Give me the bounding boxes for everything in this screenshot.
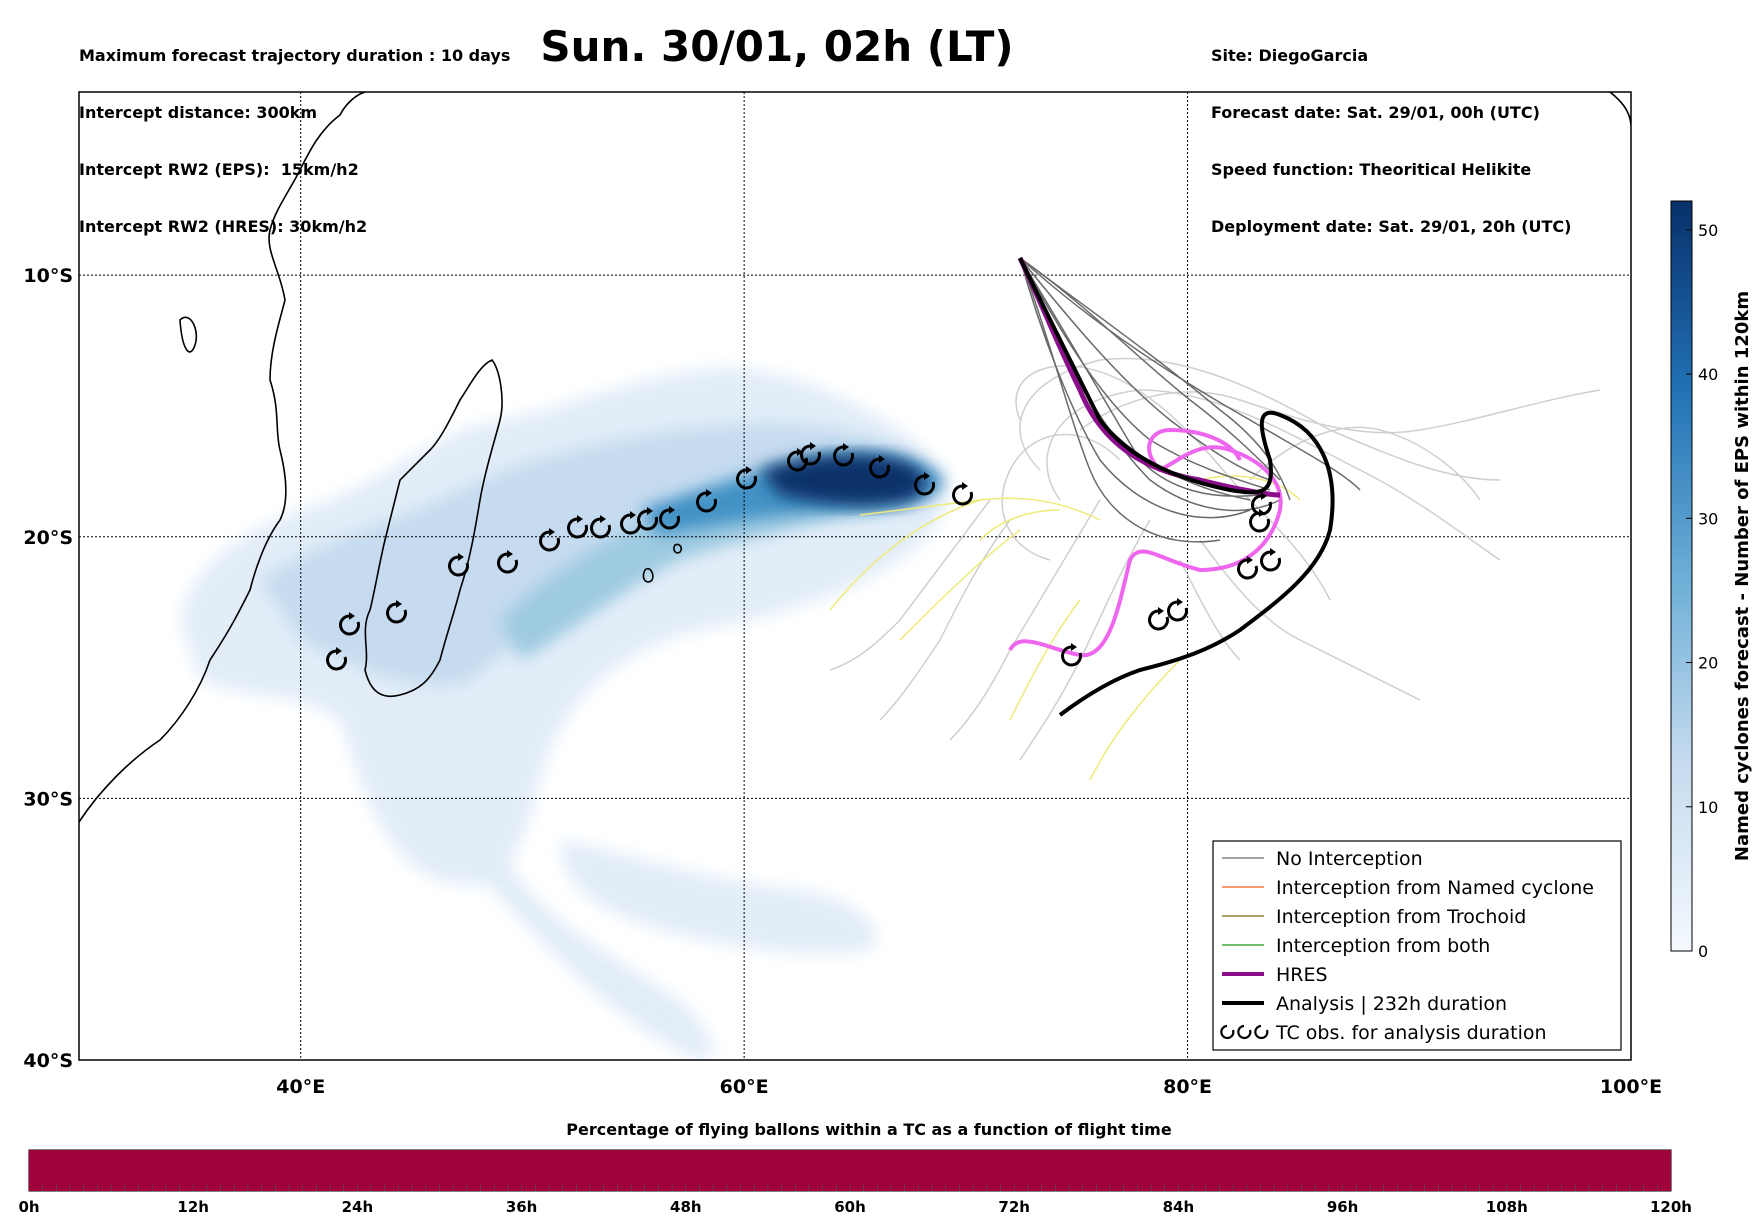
colorbar-tick-label: 30 [1698,509,1718,528]
lat-label: 10°S [23,265,73,287]
colorbar-tick-label: 40 [1698,365,1718,384]
legend-box [1212,840,1622,1051]
tc-obs-icon [1167,598,1188,622]
tc-obs-icon [590,515,611,539]
tc-obs-icon [567,515,588,539]
progress-tick-label: 72h [998,1198,1030,1216]
progress-tick-label: 120h [1650,1198,1692,1216]
hres-light-track [1008,427,1283,658]
legend-label: Interception from both [1276,935,1490,957]
tc-obs-icon [659,506,680,530]
header-right-line: Speed function: Theoritical Helikite [1211,160,1532,179]
island-coastline [673,543,682,554]
tc-obs-icon [1237,556,1258,580]
tc-obs-icon [1148,607,1169,631]
progress-tick-label: 12h [177,1198,209,1216]
tc-obs-icon [800,442,821,466]
legend-label: No Interception [1276,848,1423,870]
header-right-line: Forecast date: Sat. 29/01, 00h (UTC) [1211,103,1540,122]
progress-tick-label: 84h [1163,1198,1195,1216]
lat-label: 20°S [23,527,73,549]
map-area [79,92,1631,1060]
yellow-track-lines [829,475,1301,781]
progress-tick-label: 108h [1486,1198,1528,1216]
light-track-lines [829,357,1601,761]
tc-obs-icon [448,553,469,577]
legend: No Interception Interception from Named c… [1212,840,1622,1051]
legend-tc-symbol [1237,1024,1252,1040]
tc-obs-icon [326,647,347,671]
header-left-line: Intercept RW2 (EPS): 15km/h2 [79,160,359,179]
legend-label: HRES [1276,964,1328,986]
tc-obs-icon [696,489,717,513]
progress-tick-label: 24h [342,1198,374,1216]
progress-title: Percentage of flying ballons within a TC… [566,1120,1172,1139]
island-coastline [179,316,198,353]
legend-label: Interception from Named cyclone [1276,877,1594,899]
island-coastline [642,567,654,583]
colorbar-tick-label: 50 [1698,221,1718,240]
header-right-info: Site: DiegoGarcia Forecast date: Sat. 29… [1211,8,1571,255]
colorbar-tick-label: 20 [1698,654,1718,673]
island-coastline [1609,92,1631,126]
lat-label: 40°S [23,1050,73,1072]
map-frame [78,91,1632,1061]
tc-obs-icon [1061,643,1082,667]
lon-label: 100°E [1600,1076,1662,1098]
map-axis-labels: 40°E 60°E 80°E 100°E 10°S 20°S 30°S 40°S [23,265,1662,1098]
tc-obs-icon [1249,509,1270,533]
hres-track [1017,256,1281,498]
madagascar-coastline [364,359,503,697]
tc-obs-icon [539,528,560,552]
coastlines [79,92,1631,823]
header-left-line: Intercept distance: 300km [79,103,318,122]
progress-tick-label: 48h [670,1198,702,1216]
analysis-track [1018,257,1335,717]
progress-tick-label: 96h [1327,1198,1359,1216]
tc-obs-icon [914,472,935,496]
header-right-line: Site: DiegoGarcia [1211,46,1369,65]
eps-track-lines [1019,257,1361,543]
eps-density-shading [180,368,945,1060]
tc-obs-icon [869,455,890,479]
legend-tc-symbol [1220,1024,1235,1040]
tc-obs-icon [386,600,407,624]
colorbar-label: Named cyclones forecast - Number of EPS … [1732,291,1753,861]
header-left-line: Intercept RW2 (HRES): 30km/h2 [79,217,368,236]
colorbar-tick-label: 0 [1698,942,1708,961]
legend-label: TC obs. for analysis duration [1275,1022,1547,1044]
tc-obs-icon [637,507,658,531]
colorbar-tick-label: 10 [1698,798,1718,817]
tc-obs-icon [952,482,973,506]
legend-label: Interception from Trochoid [1276,906,1526,928]
africa-coastline [79,92,366,823]
tc-obs-symbols [326,442,1281,671]
lon-label: 80°E [1163,1076,1212,1098]
progress-tick-label: 36h [506,1198,538,1216]
tc-obs-icon [497,550,518,574]
lon-label: 40°E [276,1076,325,1098]
progress-tick-label: 60h [834,1198,866,1216]
tc-obs-icon [339,612,360,636]
tc-obs-icon [620,511,641,535]
map-gridlines [79,92,1631,1060]
progress-tick-label: 0h [18,1198,39,1216]
header-left-line: Maximum forecast trajectory duration : 1… [79,46,511,65]
legend-tc-symbol [1254,1024,1269,1040]
tc-obs-icon [1260,548,1281,572]
tc-obs-icon [833,443,854,467]
page-title-wrap: Sun. 30/01, 02h (LT) [0,22,1754,71]
legend-label: Analysis | 232h duration [1276,993,1507,1015]
flight-time-progress: Percentage of flying ballons within a TC… [18,1120,1692,1216]
tc-obs-icon [736,466,757,490]
page-title: Sun. 30/01, 02h (LT) [540,22,1014,71]
lon-label: 60°E [720,1076,769,1098]
header-left-info: Maximum forecast trajectory duration : 1… [79,8,510,255]
colorbar-gradient [1670,200,1693,952]
lat-label: 30°S [23,788,73,810]
colorbar: 0 10 20 30 40 50 Named cyclones forecast - Nu… [1670,200,1753,961]
header-right-line: Deployment date: Sat. 29/01, 20h (UTC) [1211,217,1572,236]
